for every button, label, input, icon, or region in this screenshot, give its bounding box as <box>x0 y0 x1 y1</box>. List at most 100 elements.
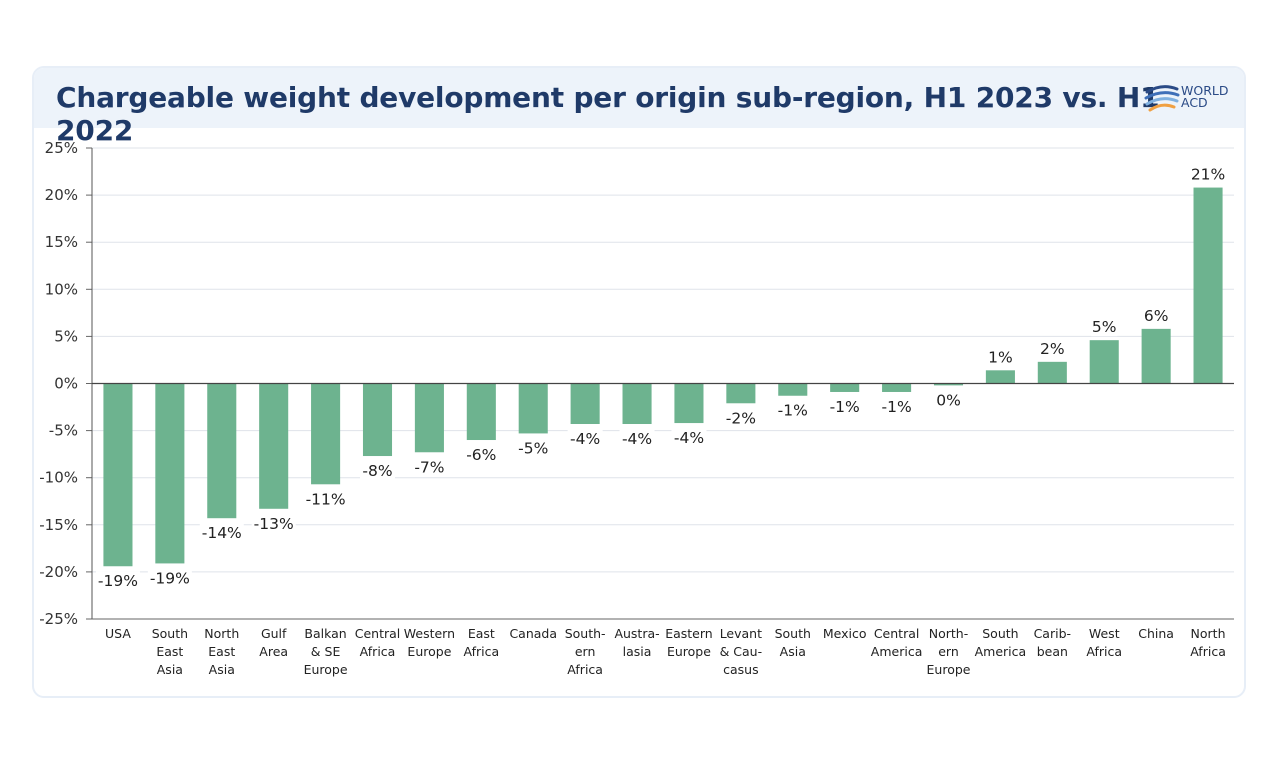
data-label-background <box>251 513 296 533</box>
data-label-background <box>987 347 1014 367</box>
category-label: South <box>982 626 1018 641</box>
bar <box>466 383 496 441</box>
category-label: Levant <box>720 626 762 641</box>
bar <box>155 383 185 564</box>
data-label-background <box>935 390 962 410</box>
category-label: Eastern <box>665 626 713 641</box>
bar <box>103 383 133 567</box>
category-label: Mexico <box>823 626 867 641</box>
category-label: China <box>1138 626 1174 641</box>
y-tick-label: 15% <box>45 233 78 251</box>
data-label: 2% <box>1040 340 1065 358</box>
data-label-background <box>879 396 915 416</box>
data-label: 5% <box>1092 318 1117 336</box>
category-label: East <box>156 644 183 659</box>
y-tick-label: 5% <box>54 327 78 345</box>
category-label: Africa <box>360 644 396 659</box>
category-label: USA <box>105 626 131 641</box>
data-label: 21% <box>1191 166 1225 184</box>
data-label-background <box>775 400 811 420</box>
data-label-background <box>827 396 863 416</box>
category-label: ern <box>575 644 596 659</box>
bar <box>414 383 444 453</box>
data-label-background <box>1190 164 1226 184</box>
data-label-background <box>360 461 395 481</box>
data-label: -1% <box>881 398 911 416</box>
category-label: Gulf <box>261 626 287 641</box>
category-label: South <box>775 626 811 641</box>
data-label: -5% <box>518 439 548 457</box>
category-label: Asia <box>780 644 806 659</box>
data-label: -4% <box>674 429 704 447</box>
chart-title: Chargeable weight development per origin… <box>56 81 1160 147</box>
data-label: -14% <box>202 524 242 542</box>
bar <box>207 383 237 519</box>
world-acd-logo: WORLD ACD <box>1144 80 1236 116</box>
data-label-background <box>671 428 707 448</box>
data-label: -19% <box>150 569 190 587</box>
y-tick-label: 20% <box>45 186 78 204</box>
data-label-background <box>567 429 603 449</box>
category-label: lasia <box>623 644 652 659</box>
data-label: 6% <box>1144 307 1169 325</box>
data-label: -2% <box>726 409 756 427</box>
category-label: North <box>204 626 239 641</box>
category-label: Carib- <box>1034 626 1071 641</box>
bar <box>622 383 652 425</box>
data-label: -4% <box>570 430 600 448</box>
logo-wordmark: WORLD ACD <box>1181 83 1229 110</box>
data-label-background <box>1091 317 1118 337</box>
category-label: Asia <box>157 662 183 677</box>
category-label: casus <box>723 662 758 677</box>
data-label: -19% <box>98 572 138 590</box>
category-label: Area <box>259 644 288 659</box>
category-label: bean <box>1037 644 1068 659</box>
data-label: -11% <box>306 490 346 508</box>
category-label: & Cau- <box>720 644 763 659</box>
data-label-background <box>199 523 244 543</box>
bar <box>311 383 341 485</box>
bar <box>933 383 964 386</box>
category-label: Europe <box>304 662 348 677</box>
bar <box>1141 328 1171 384</box>
data-label: -1% <box>778 402 808 420</box>
y-tick-label: 10% <box>45 280 78 298</box>
data-label: -4% <box>622 430 652 448</box>
y-tick-label: 0% <box>54 375 78 393</box>
data-label-background <box>411 457 447 477</box>
category-label: Canada <box>509 626 557 641</box>
category-label: West <box>1089 626 1120 641</box>
category-label: Central <box>355 626 401 641</box>
category-label: ern <box>938 644 959 659</box>
category-label: Europe <box>407 644 451 659</box>
category-label: East <box>208 644 235 659</box>
bar <box>518 383 548 434</box>
data-label: 1% <box>988 348 1013 366</box>
bar <box>674 383 704 424</box>
data-label-background <box>619 429 655 449</box>
data-label: -1% <box>830 398 860 416</box>
bar <box>1089 340 1119 384</box>
y-tick-label: -10% <box>39 469 78 487</box>
category-label: North- <box>929 626 968 641</box>
chart-header: Chargeable weight development per origin… <box>34 68 1244 147</box>
category-label: America <box>975 644 1027 659</box>
bar <box>778 383 808 396</box>
data-label-background <box>1143 305 1170 325</box>
category-label: North <box>1191 626 1226 641</box>
category-label: Europe <box>667 644 711 659</box>
bar <box>259 383 289 509</box>
logo-line-1: WORLD <box>1181 83 1229 98</box>
data-label-background <box>515 438 551 458</box>
category-label: East <box>468 626 495 641</box>
data-label-background <box>95 571 140 591</box>
data-label-background <box>1039 338 1066 358</box>
category-label: Europe <box>927 662 971 677</box>
y-tick-label: -25% <box>39 610 78 628</box>
logo-line-2: ACD <box>1181 95 1208 110</box>
bar <box>570 383 600 425</box>
globe-swoosh-icon <box>1144 85 1180 112</box>
y-tick-label: -5% <box>49 422 78 440</box>
category-label: & SE <box>311 644 341 659</box>
data-label: 0% <box>936 391 961 409</box>
